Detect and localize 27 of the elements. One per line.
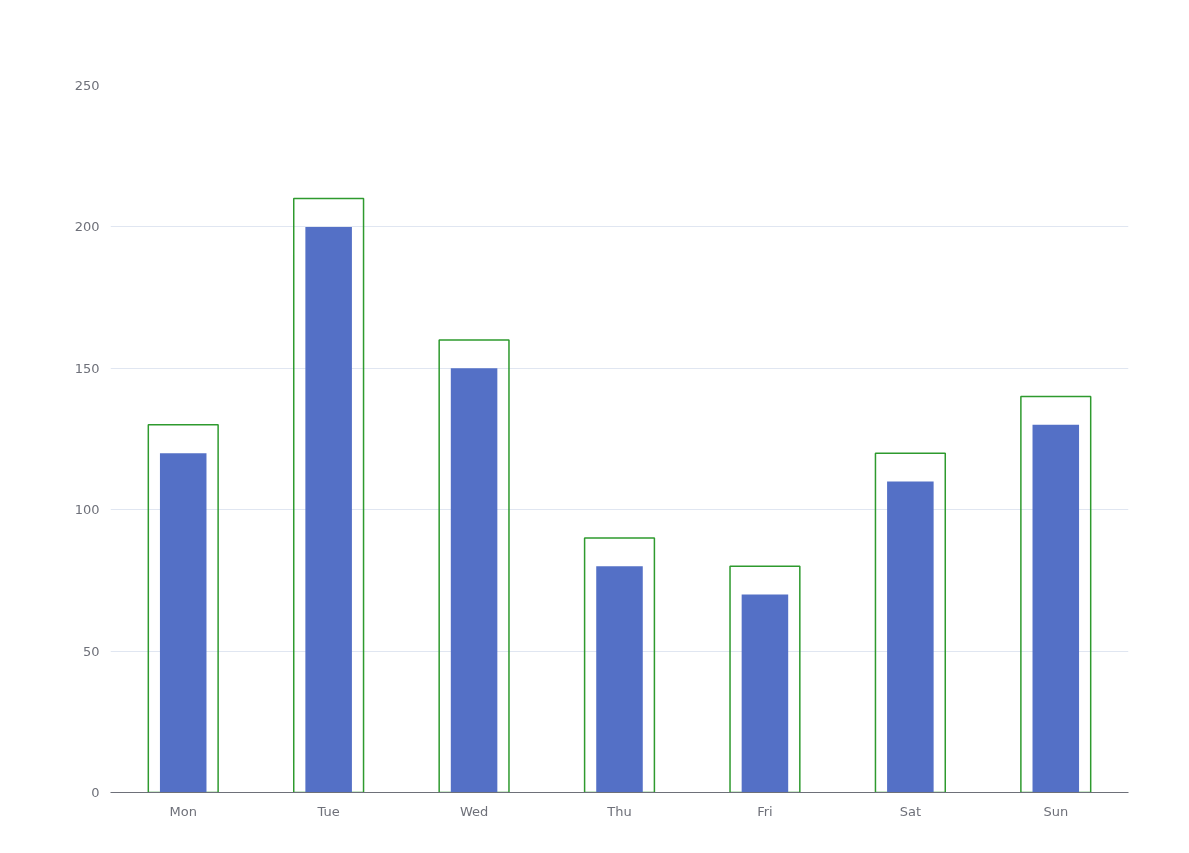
x-tick-label: Sat xyxy=(899,803,922,819)
bar xyxy=(583,537,656,793)
x-tick-label: Mon xyxy=(169,803,197,819)
bar xyxy=(1032,424,1080,793)
bar xyxy=(874,452,947,793)
bar xyxy=(741,594,789,793)
y-tick-label: 50 xyxy=(82,643,100,659)
bar xyxy=(292,197,365,793)
bar xyxy=(450,368,498,793)
x-tick-label: Tue xyxy=(316,803,340,819)
y-tick-label: 0 xyxy=(91,785,100,800)
y-tick-label: 200 xyxy=(74,219,100,235)
y-tick-label: 250 xyxy=(74,78,100,93)
bar xyxy=(305,226,352,793)
bar xyxy=(159,453,207,793)
x-tick-label: Sun xyxy=(1043,803,1069,819)
x-tick-label: Wed xyxy=(459,803,489,819)
bar xyxy=(887,481,934,793)
bar xyxy=(147,424,219,793)
y-tick-label: 150 xyxy=(74,360,100,376)
bar xyxy=(1020,395,1092,793)
bar xyxy=(729,565,801,793)
x-tick-label: Fri xyxy=(757,803,773,819)
x-tick-label: Thu xyxy=(606,803,632,819)
bar xyxy=(596,566,643,793)
bar xyxy=(438,339,510,793)
y-tick-label: 100 xyxy=(74,502,100,518)
